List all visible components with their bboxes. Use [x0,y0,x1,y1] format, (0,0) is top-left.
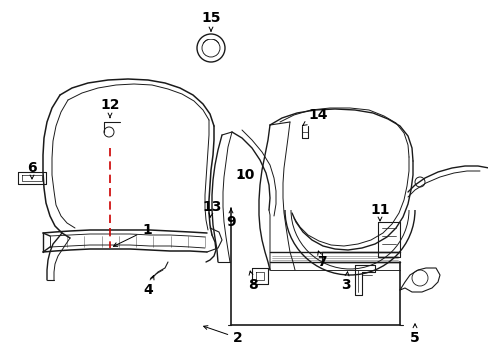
Text: 9: 9 [226,209,235,229]
Text: 8: 8 [247,271,257,292]
Text: 3: 3 [341,272,350,292]
Text: 4: 4 [143,276,154,297]
Text: 13: 13 [202,200,221,217]
Text: 10: 10 [235,168,254,182]
Text: 7: 7 [317,251,326,269]
Text: 11: 11 [369,203,389,221]
Text: 15: 15 [201,11,220,31]
Text: 14: 14 [302,108,327,125]
Text: 5: 5 [409,324,419,345]
Text: 12: 12 [100,98,120,118]
Text: 1: 1 [113,223,152,246]
Text: 2: 2 [203,326,243,345]
Text: 6: 6 [27,161,37,179]
